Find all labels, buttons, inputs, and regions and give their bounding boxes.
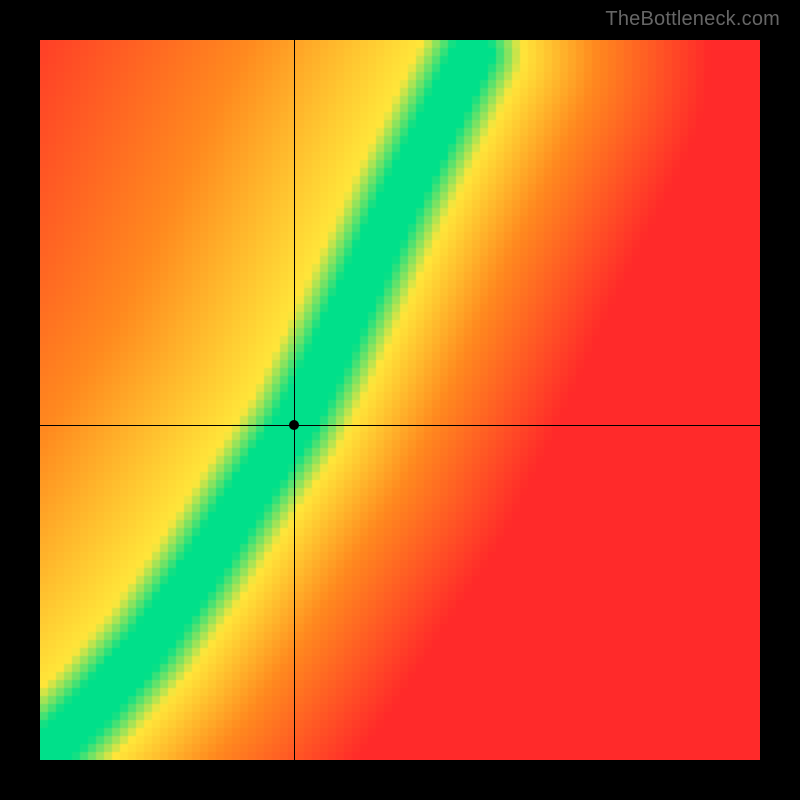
- plot-area: [40, 40, 760, 760]
- chart-container: TheBottleneck.com: [0, 0, 800, 800]
- crosshair-vertical: [294, 40, 295, 760]
- crosshair-horizontal: [40, 425, 760, 426]
- crosshair-marker: [289, 420, 299, 430]
- watermark-text: TheBottleneck.com: [605, 8, 780, 31]
- heatmap-canvas: [40, 40, 760, 760]
